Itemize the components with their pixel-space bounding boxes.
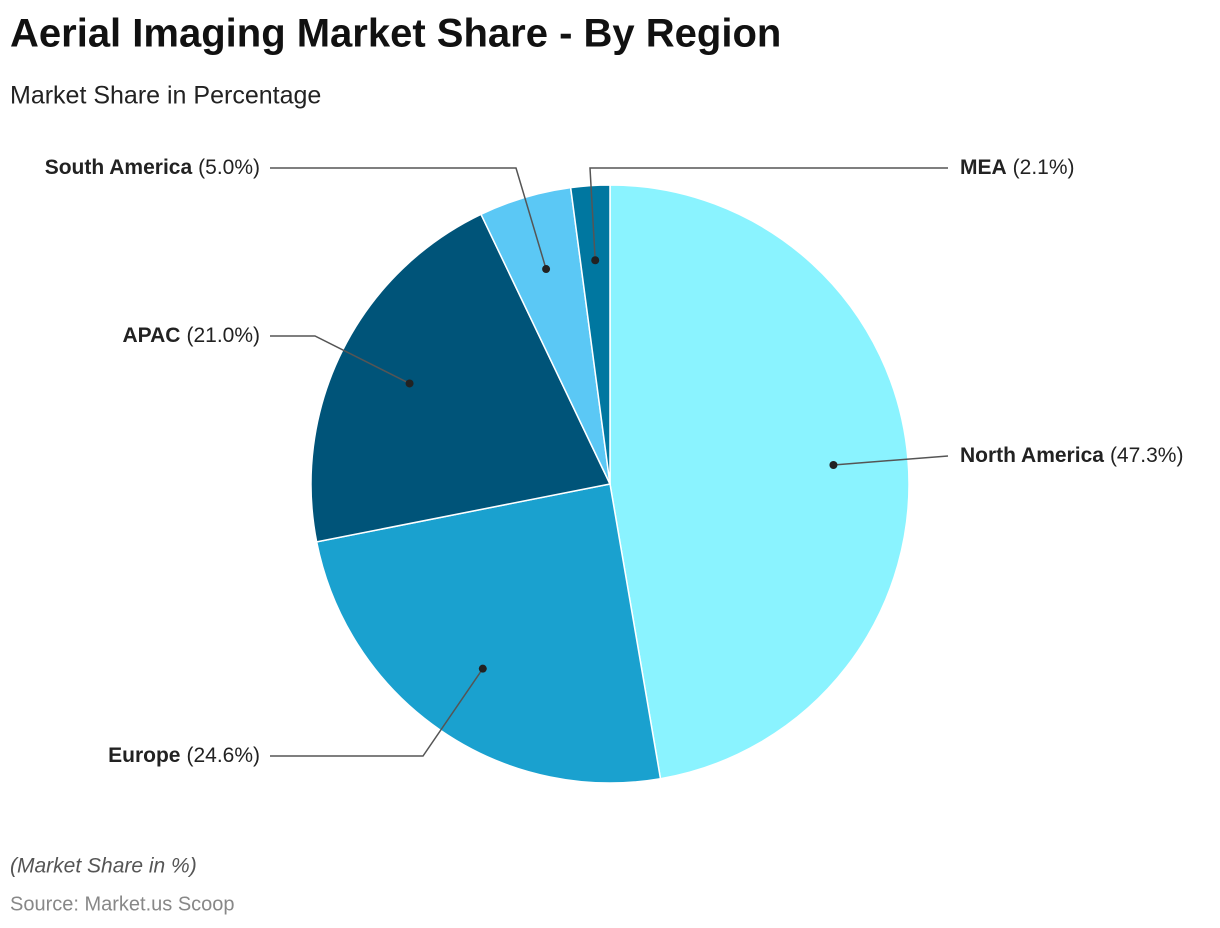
label-name: North America — [960, 444, 1104, 467]
leader-line — [270, 167, 547, 270]
leader-dot — [542, 265, 551, 274]
note: (Market Share in %) — [10, 855, 197, 878]
slice-label: MEA (2.1%) — [960, 156, 1075, 179]
source: Source: Market.us Scoop — [10, 893, 235, 915]
label-value: (5.0%) — [198, 156, 260, 179]
leader-line — [589, 167, 948, 261]
pie — [310, 184, 910, 784]
leader-dot — [405, 379, 414, 388]
label-name: APAC — [123, 324, 181, 347]
label-value: (2.1%) — [1013, 156, 1075, 179]
label-value: (24.6%) — [186, 744, 260, 767]
label-name: MEA — [960, 156, 1007, 179]
leader-dot — [478, 664, 487, 673]
leader-dot — [829, 461, 838, 470]
slice-label: APAC (21.0%) — [123, 324, 260, 347]
slice — [609, 184, 910, 780]
leader-line — [270, 335, 410, 385]
label-value: (21.0%) — [186, 324, 260, 347]
slice-label: North America (47.3%) — [960, 444, 1183, 467]
leader-line — [833, 455, 949, 466]
slice-label: Europe (24.6%) — [108, 744, 260, 767]
chart-subtitle: Market Share in Percentage — [10, 82, 321, 110]
leader-line — [270, 668, 484, 757]
label-name: Europe — [108, 744, 180, 767]
label-value: (47.3%) — [1110, 444, 1184, 467]
labels: North America (47.3%) Europe (24.6%) APAC (21… — [45, 156, 1184, 767]
label-name: South America — [45, 156, 193, 179]
leader-dot — [591, 256, 600, 265]
slice-label: South America (5.0%) — [45, 156, 260, 179]
chart-title: Aerial Imaging Market Share - By Region — [10, 12, 781, 56]
